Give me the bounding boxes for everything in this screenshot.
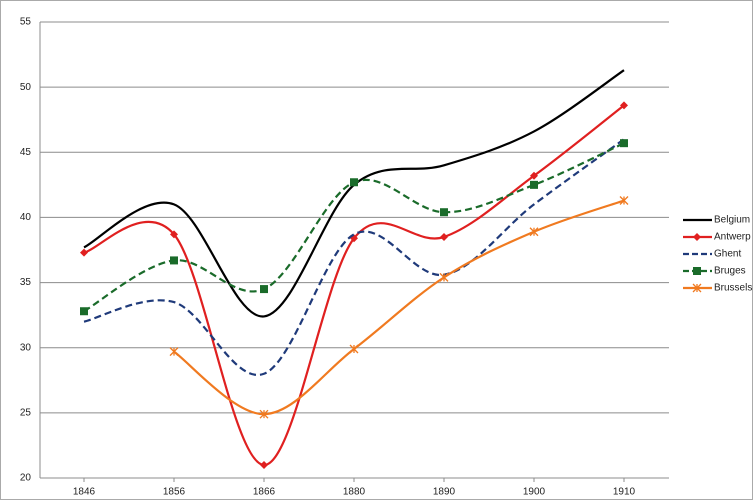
y-tick-label: 30: [20, 342, 32, 353]
y-tick-label: 40: [20, 212, 32, 223]
marker: [530, 180, 538, 189]
y-tick-label: 50: [20, 82, 32, 93]
legend-label: Ghent: [714, 249, 741, 260]
marker: [260, 460, 268, 469]
series-line: [83, 104, 625, 467]
series-line: [173, 199, 625, 416]
legend-label: Brussels: [714, 283, 752, 294]
marker: [529, 227, 539, 237]
marker: [693, 233, 701, 241]
marker: [619, 196, 629, 205]
marker: [620, 139, 628, 148]
marker: [693, 267, 701, 275]
legend-label: Antwerp: [714, 232, 751, 243]
marker: [440, 208, 448, 217]
x-tick-label: 1880: [343, 487, 366, 498]
x-tick-label: 1890: [433, 487, 456, 498]
y-tick-label: 45: [20, 147, 32, 158]
x-tick-label: 1900: [523, 487, 546, 498]
y-tick-label: 35: [20, 277, 32, 288]
legend-label: Belgium: [714, 215, 750, 226]
marker: [620, 101, 628, 110]
marker: [350, 178, 358, 187]
marker: [692, 283, 702, 293]
marker: [170, 256, 178, 265]
x-tick-label: 1866: [253, 487, 276, 498]
marker: [440, 232, 448, 241]
x-tick-label: 1856: [163, 487, 186, 498]
marker: [349, 344, 359, 354]
legend-label: Bruges: [714, 266, 746, 277]
series-line: [83, 138, 625, 376]
marker: [530, 171, 538, 180]
y-tick-label: 25: [20, 407, 32, 418]
marker: [80, 248, 88, 257]
marker: [169, 347, 179, 357]
series-line: [83, 69, 625, 318]
marker: [259, 409, 269, 419]
y-tick-label: 55: [20, 17, 32, 28]
marker: [80, 307, 88, 316]
x-tick-label: 1846: [73, 487, 96, 498]
marker: [170, 230, 178, 239]
x-tick-label: 1910: [613, 487, 636, 498]
y-tick-label: 20: [20, 473, 32, 484]
marker: [260, 285, 268, 294]
marker: [439, 272, 449, 282]
